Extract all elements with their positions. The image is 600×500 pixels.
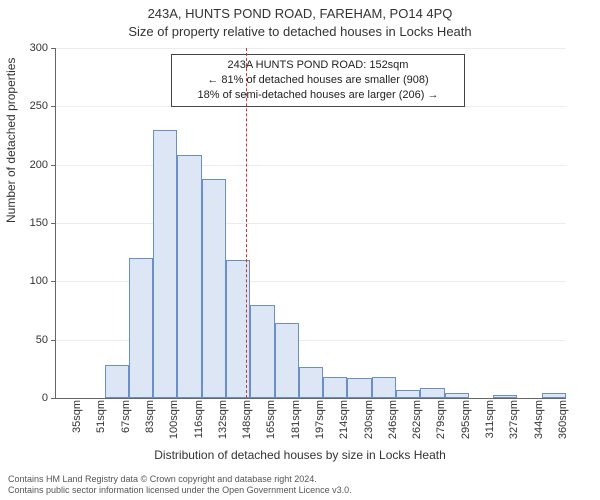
xtick-label: 214sqm: [338, 400, 350, 439]
histogram-bar: [445, 393, 469, 398]
xtick-label: 262sqm: [411, 400, 423, 439]
xtick-label: 344sqm: [533, 400, 545, 439]
ytick-mark: [51, 223, 56, 224]
ytick-mark: [51, 398, 56, 399]
gridline: [56, 48, 566, 49]
histogram-bar: [275, 323, 299, 398]
histogram-bar: [420, 388, 444, 399]
chart-footer: Contains HM Land Registry data © Crown c…: [8, 474, 592, 497]
histogram-bar: [105, 365, 129, 398]
ytick-label: 150: [8, 217, 48, 229]
xtick-label: 35sqm: [71, 400, 83, 433]
y-axis-label: Number of detached properties: [4, 58, 18, 223]
ytick-mark: [51, 48, 56, 49]
xtick-label: 116sqm: [193, 400, 205, 438]
xtick-label: 197sqm: [314, 400, 326, 439]
reference-line: [246, 48, 247, 398]
chart-title-main: 243A, HUNTS POND ROAD, FAREHAM, PO14 4PQ: [0, 6, 600, 21]
xtick-label: 295sqm: [460, 400, 472, 439]
histogram-bar: [493, 395, 517, 399]
gridline: [56, 106, 566, 107]
chart-annotation-box: 243A HUNTS POND ROAD: 152sqm ← 81% of de…: [171, 54, 465, 107]
ytick-mark: [51, 106, 56, 107]
xtick-label: 165sqm: [265, 400, 277, 439]
histogram-bar: [372, 377, 396, 398]
x-axis-label: Distribution of detached houses by size …: [0, 448, 600, 462]
xtick-label: 230sqm: [363, 400, 375, 439]
footer-line-2: Contains public sector information licen…: [8, 485, 592, 496]
histogram-bar: [396, 390, 420, 398]
histogram-bar: [347, 378, 371, 398]
chart-title-sub: Size of property relative to detached ho…: [0, 24, 600, 39]
ytick-label: 200: [8, 159, 48, 171]
histogram-bar: [153, 130, 177, 398]
xtick-label: 181sqm: [290, 400, 302, 439]
histogram-bar: [323, 377, 347, 398]
annotation-line-larger: 18% of semi-detached houses are larger (…: [178, 88, 458, 103]
xtick-label: 360sqm: [557, 400, 569, 439]
ytick-label: 100: [8, 275, 48, 287]
annotation-line-property: 243A HUNTS POND ROAD: 152sqm: [178, 58, 458, 73]
histogram-bar: [129, 258, 153, 398]
ytick-mark: [51, 165, 56, 166]
histogram-bar: [250, 305, 274, 398]
xtick-label: 148sqm: [241, 400, 253, 439]
chart-plot-area: 243A HUNTS POND ROAD: 152sqm ← 81% of de…: [55, 48, 566, 399]
histogram-bar: [542, 393, 566, 398]
footer-line-1: Contains HM Land Registry data © Crown c…: [8, 474, 592, 485]
xtick-label: 311sqm: [484, 400, 496, 438]
ytick-label: 0: [8, 392, 48, 404]
annotation-line-smaller: ← 81% of detached houses are smaller (90…: [178, 73, 458, 88]
ytick-label: 250: [8, 100, 48, 112]
xtick-label: 100sqm: [168, 400, 180, 439]
gridline: [56, 165, 566, 166]
xtick-label: 67sqm: [120, 400, 132, 433]
xtick-label: 83sqm: [144, 400, 156, 433]
histogram-bar: [202, 179, 226, 398]
xtick-label: 279sqm: [435, 400, 447, 439]
xtick-label: 246sqm: [387, 400, 399, 439]
gridline: [56, 223, 566, 224]
xtick-label: 132sqm: [217, 400, 229, 439]
histogram-bar: [177, 155, 201, 398]
ytick-mark: [51, 281, 56, 282]
ytick-label: 50: [8, 334, 48, 346]
xtick-label: 51sqm: [95, 400, 107, 433]
xtick-label: 327sqm: [508, 400, 520, 439]
histogram-bar: [299, 367, 323, 399]
ytick-label: 300: [8, 42, 48, 54]
ytick-mark: [51, 340, 56, 341]
